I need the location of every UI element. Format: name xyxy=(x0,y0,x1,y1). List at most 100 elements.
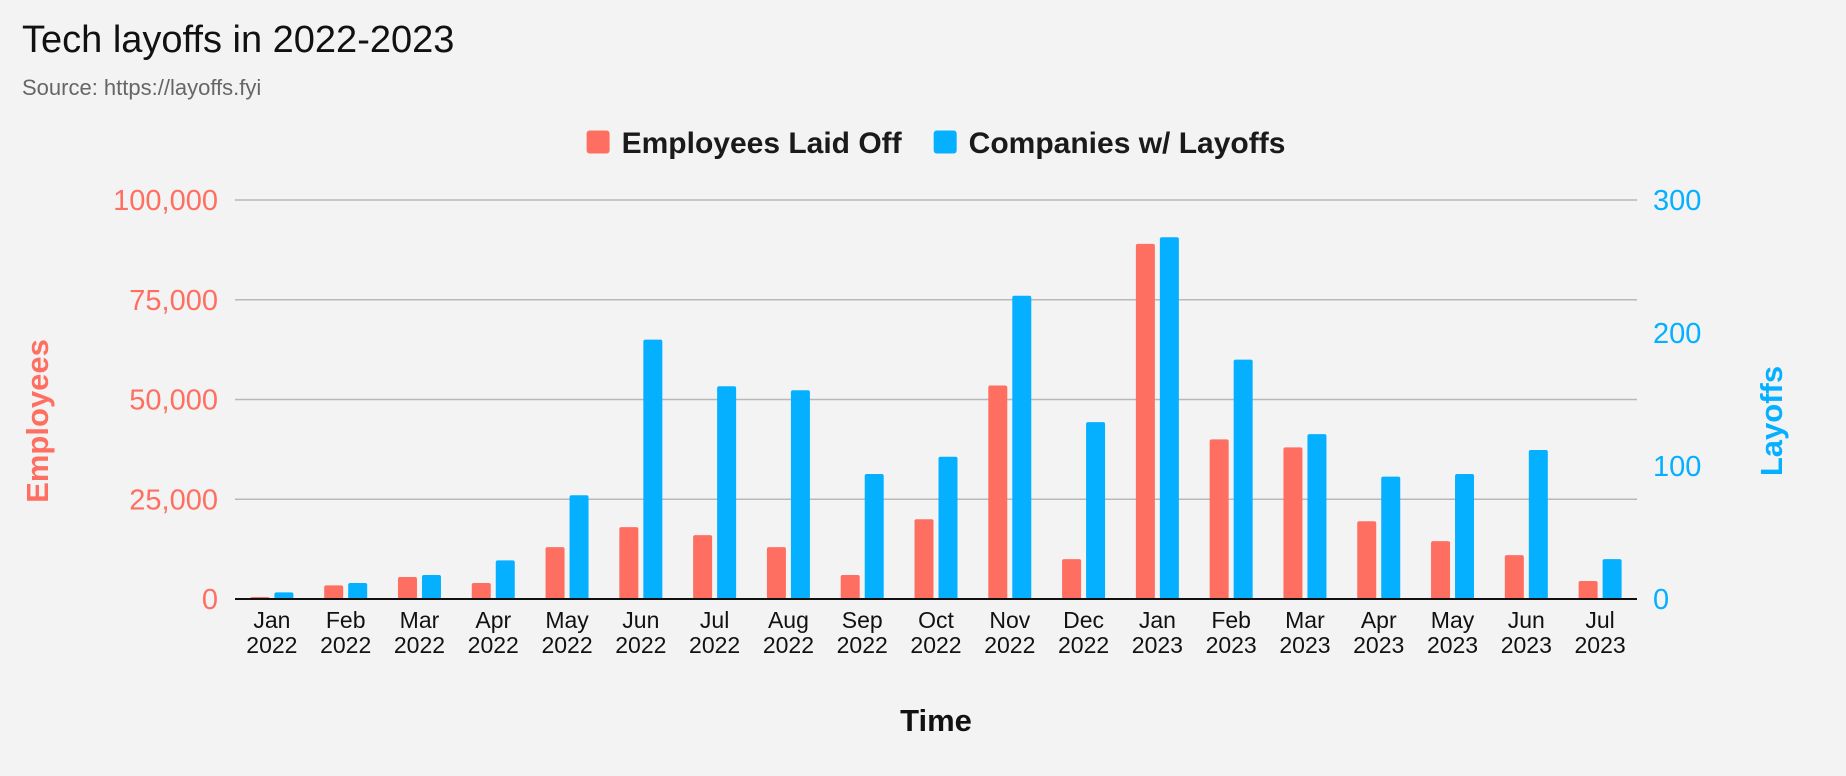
legend-label: Employees Laid Off xyxy=(622,127,903,160)
x-axis-tick-month: Apr xyxy=(1361,607,1397,633)
x-axis-tick-year: 2022 xyxy=(1058,632,1109,658)
x-axis-tick-month: Jun xyxy=(1508,607,1545,633)
bar-employees-laid-off xyxy=(324,585,344,599)
y-axis-right-tick-label: 300 xyxy=(1653,185,1701,217)
x-axis-tick-year: 2023 xyxy=(1206,632,1257,658)
bar-companies-with-layoffs xyxy=(274,592,294,599)
bar-employees-laid-off xyxy=(693,535,713,599)
bar-companies-with-layoffs xyxy=(348,583,368,599)
bar-companies-with-layoffs xyxy=(421,575,441,599)
y-axis-left-tick-label: 0 xyxy=(202,584,218,616)
bar-companies-with-layoffs xyxy=(495,560,515,599)
bar-employees-laid-off xyxy=(840,575,860,599)
bar-employees-laid-off xyxy=(619,527,639,599)
bar-employees-laid-off xyxy=(545,547,565,599)
x-axis-tick-month: Feb xyxy=(326,607,366,633)
legend-swatch xyxy=(933,130,957,154)
bar-companies-with-layoffs xyxy=(1602,559,1622,599)
y-axis-left-tick-label: 25,000 xyxy=(129,484,218,516)
legend: Employees Laid Off Companies w/ Layoffs xyxy=(586,127,1286,160)
y-axis-left-title: Employees xyxy=(20,339,55,503)
x-axis-tick-month: Aug xyxy=(768,607,809,633)
x-axis-tick-year: 2022 xyxy=(763,632,814,658)
gridlines xyxy=(235,199,1637,500)
bar-employees-laid-off xyxy=(471,583,491,599)
x-axis-tick-year: 2023 xyxy=(1501,632,1552,658)
x-axis-tick-month: May xyxy=(545,607,589,633)
legend-label: Companies w/ Layoffs xyxy=(969,127,1286,160)
bar-employees-laid-off xyxy=(1135,243,1155,599)
x-axis-tick-month: Jan xyxy=(1139,607,1176,633)
x-axis-tick-year: 2022 xyxy=(468,632,519,658)
x-axis-tick-year: 2022 xyxy=(984,632,1035,658)
x-axis-tick-year: 2022 xyxy=(541,632,592,658)
y-axis-right-tick-label: 0 xyxy=(1653,584,1669,616)
bar-companies-with-layoffs xyxy=(1159,237,1179,600)
bars xyxy=(250,237,1622,600)
bar-companies-with-layoffs xyxy=(1012,295,1032,599)
bar-employees-laid-off xyxy=(1062,559,1082,599)
bar-companies-with-layoffs xyxy=(643,339,663,599)
bar-employees-laid-off xyxy=(397,577,417,599)
x-axis-tick-year: 2022 xyxy=(689,632,740,658)
x-axis-tick-year: 2022 xyxy=(246,632,297,658)
x-axis-tick-year: 2023 xyxy=(1427,632,1478,658)
bar-employees-laid-off xyxy=(1357,521,1377,599)
y-axis-left-tick-label: 100,000 xyxy=(113,185,218,217)
bar-employees-laid-off xyxy=(1504,555,1524,599)
x-axis-tick-year: 2023 xyxy=(1132,632,1183,658)
legend-item: Companies w/ Layoffs xyxy=(933,127,1286,160)
chart-title: Tech layoffs in 2022-2023 xyxy=(22,19,454,61)
bar-employees-laid-off xyxy=(766,547,786,599)
bar-companies-with-layoffs xyxy=(1233,359,1253,599)
bar-employees-laid-off xyxy=(1283,447,1303,599)
x-axis-tick-month: Mar xyxy=(400,607,440,633)
y-axis-left-tick-label: 50,000 xyxy=(129,385,218,417)
y-axis-right-ticks: 0 100 200 300 xyxy=(1653,185,1701,616)
bar-employees-laid-off xyxy=(1578,581,1598,599)
x-axis-tick-month: May xyxy=(1431,607,1475,633)
x-axis-tick-year: 2023 xyxy=(1279,632,1330,658)
x-axis-tick-month: Jan xyxy=(253,607,290,633)
x-axis-tick-month: Feb xyxy=(1211,607,1251,633)
x-axis-tick-year: 2022 xyxy=(320,632,371,658)
x-axis-tick-month: Jul xyxy=(700,607,729,633)
bar-companies-with-layoffs xyxy=(864,473,884,599)
x-axis-tick-month: Jun xyxy=(622,607,659,633)
bar-companies-with-layoffs xyxy=(790,390,810,599)
x-axis-tick-year: 2022 xyxy=(910,632,961,658)
x-axis-ticks: Jan2022Feb2022Mar2022Apr2022May2022Jun20… xyxy=(246,607,1625,658)
y-axis-right-title: Layoffs xyxy=(1754,366,1789,476)
bar-companies-with-layoffs xyxy=(938,456,958,599)
legend-item: Employees Laid Off xyxy=(586,127,903,160)
bar-companies-with-layoffs xyxy=(1455,473,1475,599)
bar-employees-laid-off xyxy=(1431,541,1451,599)
y-axis-right-tick-label: 100 xyxy=(1653,451,1701,483)
bar-companies-with-layoffs xyxy=(1381,476,1401,599)
y-axis-left-tick-label: 75,000 xyxy=(129,285,218,317)
bar-employees-laid-off xyxy=(914,519,934,599)
x-axis-tick-year: 2022 xyxy=(615,632,666,658)
x-axis-tick-year: 2022 xyxy=(394,632,445,658)
x-axis-title: Time xyxy=(900,703,972,738)
x-axis-tick-month: Mar xyxy=(1285,607,1325,633)
x-axis-tick-month: Sep xyxy=(842,607,883,633)
bar-companies-with-layoffs xyxy=(569,495,589,599)
y-axis-left-ticks: 0 25,000 50,000 75,000 100,000 xyxy=(113,185,218,616)
bar-employees-laid-off xyxy=(988,385,1008,599)
bar-companies-with-layoffs xyxy=(717,386,737,599)
x-axis-tick-year: 2022 xyxy=(837,632,888,658)
x-axis-tick-month: Apr xyxy=(475,607,511,633)
x-axis-tick-month: Jul xyxy=(1585,607,1614,633)
bar-companies-with-layoffs xyxy=(1307,434,1327,599)
legend-swatch xyxy=(586,130,610,154)
x-axis-tick-month: Dec xyxy=(1063,607,1104,633)
x-axis-tick-month: Nov xyxy=(989,607,1030,633)
x-axis-tick-year: 2023 xyxy=(1353,632,1404,658)
x-axis-tick-month: Oct xyxy=(918,607,954,633)
bar-companies-with-layoffs xyxy=(1086,422,1106,599)
bar-companies-with-layoffs xyxy=(1528,450,1548,599)
y-axis-right-tick-label: 200 xyxy=(1653,318,1701,350)
chart-subtitle: Source: https://layoffs.fyi xyxy=(22,75,261,100)
